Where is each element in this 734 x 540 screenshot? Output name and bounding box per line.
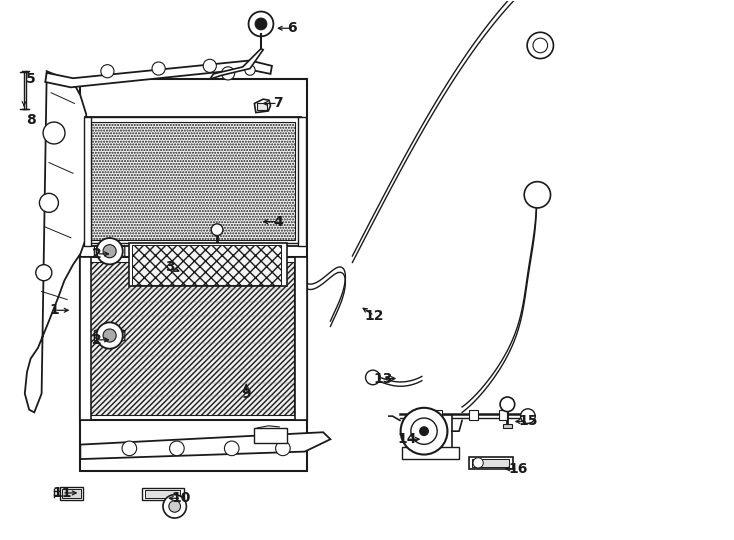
Bar <box>80 256 307 421</box>
Circle shape <box>43 122 65 144</box>
Bar <box>80 256 90 421</box>
Polygon shape <box>255 99 270 113</box>
Text: 5: 5 <box>26 72 35 86</box>
Circle shape <box>96 322 123 349</box>
Circle shape <box>401 408 448 455</box>
Polygon shape <box>80 432 330 459</box>
Circle shape <box>203 59 217 72</box>
Circle shape <box>152 62 165 75</box>
Circle shape <box>473 458 483 468</box>
Circle shape <box>222 67 235 80</box>
Bar <box>80 79 307 471</box>
Polygon shape <box>46 60 272 87</box>
Text: 14: 14 <box>398 432 417 446</box>
Circle shape <box>101 65 114 78</box>
Bar <box>472 459 509 467</box>
Text: 3: 3 <box>164 260 175 274</box>
Bar <box>469 410 478 421</box>
Circle shape <box>520 409 535 423</box>
Text: 1: 1 <box>49 303 59 318</box>
Circle shape <box>225 441 239 456</box>
Bar <box>498 410 507 421</box>
Text: 10: 10 <box>172 491 191 505</box>
Bar <box>469 457 513 469</box>
Bar <box>297 117 306 246</box>
Circle shape <box>103 329 116 342</box>
Circle shape <box>420 427 429 436</box>
Circle shape <box>524 181 550 208</box>
Circle shape <box>366 370 380 384</box>
Bar <box>131 245 281 285</box>
Bar <box>85 117 301 246</box>
Text: 12: 12 <box>365 309 384 323</box>
Bar <box>62 489 81 498</box>
Text: 2: 2 <box>92 247 101 261</box>
Circle shape <box>163 495 186 518</box>
Bar <box>89 262 294 415</box>
Circle shape <box>245 65 255 75</box>
Circle shape <box>500 397 515 411</box>
Bar <box>402 447 459 459</box>
Text: 13: 13 <box>374 372 393 386</box>
Polygon shape <box>25 71 86 413</box>
Circle shape <box>40 193 59 212</box>
Circle shape <box>96 238 123 265</box>
Text: 8: 8 <box>26 112 35 126</box>
Circle shape <box>103 245 116 258</box>
Text: 2: 2 <box>92 333 101 347</box>
Bar <box>433 410 442 421</box>
Bar <box>84 117 91 246</box>
Circle shape <box>411 418 437 444</box>
Text: 7: 7 <box>273 97 283 111</box>
Circle shape <box>36 265 52 281</box>
Polygon shape <box>210 49 264 79</box>
Circle shape <box>169 501 181 512</box>
Circle shape <box>211 224 223 235</box>
Text: 9: 9 <box>241 387 251 401</box>
Text: 11: 11 <box>52 486 72 500</box>
Text: 4: 4 <box>273 215 283 228</box>
Text: 15: 15 <box>518 415 537 429</box>
Bar <box>408 415 452 448</box>
Bar <box>60 487 83 500</box>
Circle shape <box>275 441 290 456</box>
Bar <box>254 428 286 443</box>
Bar <box>295 256 307 421</box>
Bar <box>145 490 180 498</box>
Text: 6: 6 <box>288 21 297 35</box>
Text: 16: 16 <box>508 462 527 476</box>
Bar <box>258 103 267 111</box>
Circle shape <box>255 18 267 30</box>
Circle shape <box>170 441 184 456</box>
Bar <box>129 243 286 286</box>
Circle shape <box>527 32 553 58</box>
Circle shape <box>249 11 273 36</box>
Circle shape <box>122 441 137 456</box>
Bar <box>89 122 295 240</box>
Bar <box>503 424 512 428</box>
Bar <box>142 488 184 500</box>
Circle shape <box>533 38 548 53</box>
